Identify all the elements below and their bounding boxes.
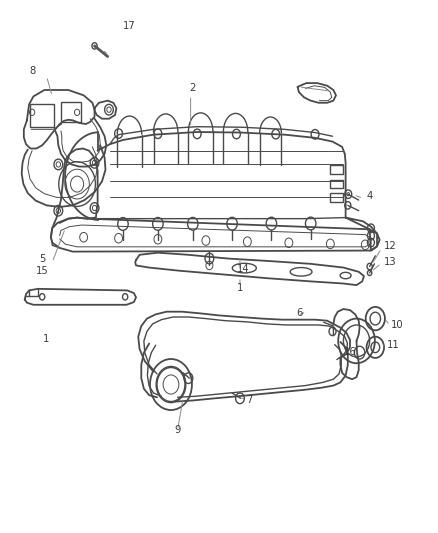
Bar: [330, 180, 343, 188]
Text: 5: 5: [39, 254, 46, 264]
Text: 9: 9: [174, 425, 181, 435]
Text: 1: 1: [237, 283, 243, 293]
Text: 10: 10: [391, 320, 403, 330]
Text: 2: 2: [190, 83, 196, 93]
Text: 6: 6: [297, 308, 303, 318]
Bar: [61, 102, 81, 122]
Bar: [330, 165, 343, 174]
Text: 15: 15: [36, 266, 49, 276]
Text: 11: 11: [387, 340, 400, 350]
Text: 12: 12: [384, 241, 396, 251]
Bar: [330, 193, 343, 201]
Bar: [30, 104, 54, 127]
Text: 16: 16: [343, 346, 357, 357]
Text: 7: 7: [247, 395, 253, 406]
Text: 1: 1: [43, 334, 50, 344]
Text: 13: 13: [384, 257, 396, 267]
Text: 4: 4: [367, 191, 373, 201]
Text: 17: 17: [123, 21, 136, 31]
Text: 8: 8: [29, 66, 35, 76]
Text: 14: 14: [237, 264, 249, 274]
